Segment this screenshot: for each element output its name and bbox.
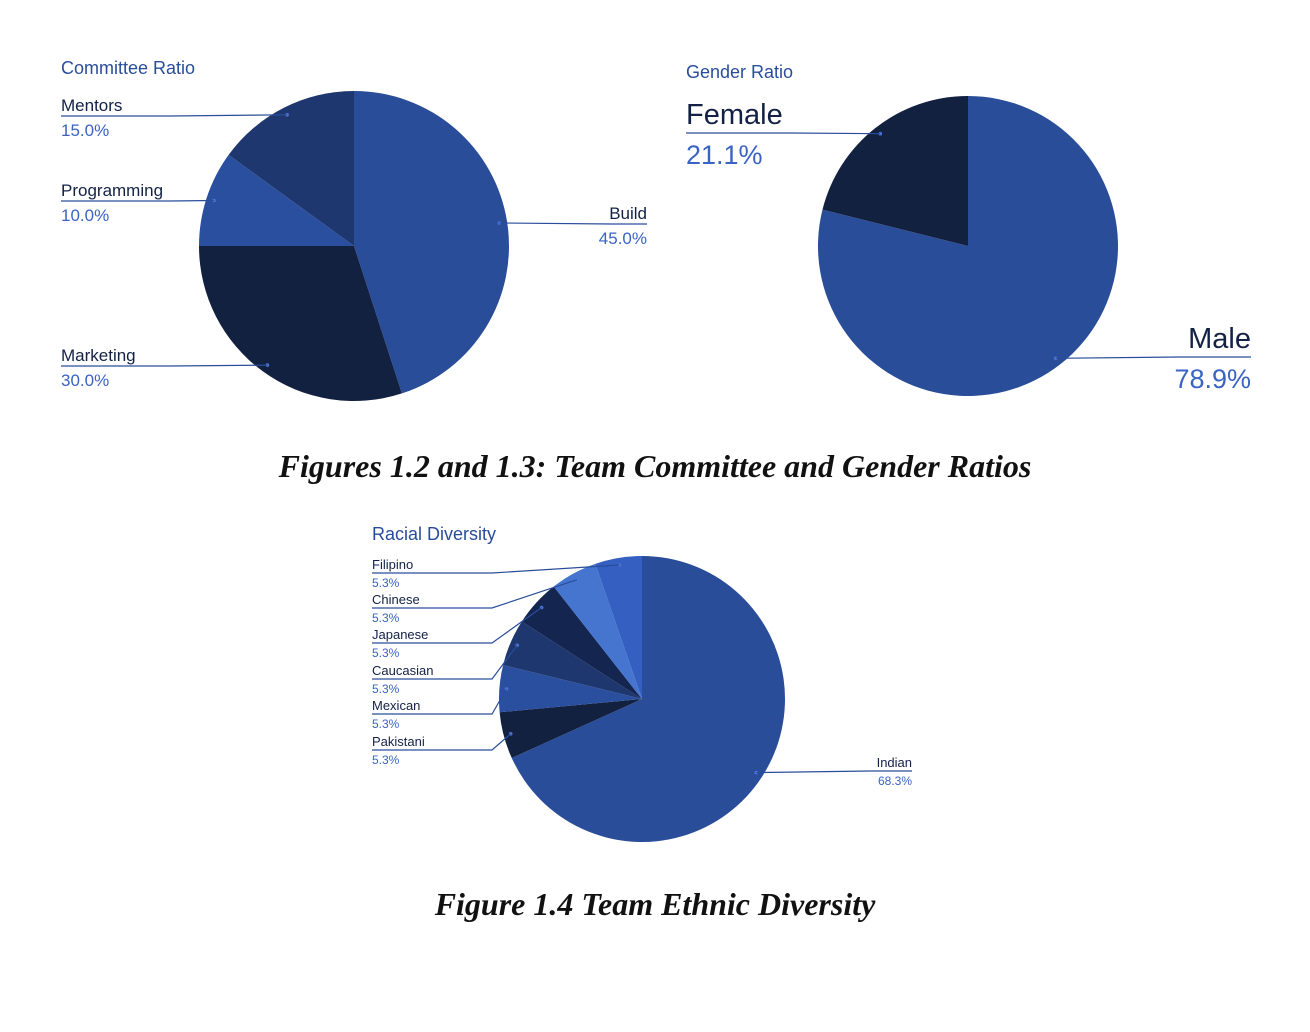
leader-line-mexican (372, 688, 508, 715)
slice-label-build: Build (609, 204, 647, 223)
leader-line-male (1055, 356, 1251, 359)
leader-line-japanese (372, 607, 542, 644)
slice-value-indian: 68.3% (878, 774, 912, 788)
slice-value-pakistani: 5.3% (372, 753, 400, 767)
committee-ratio-title: Committee Ratio (61, 58, 195, 78)
pie-slice-marketing (199, 246, 402, 401)
slice-label-female: Female (686, 99, 783, 131)
slice-value-build: 45.0% (599, 229, 647, 248)
leader-line-female (686, 132, 881, 135)
slice-value-mexican: 5.3% (372, 717, 400, 731)
slice-value-programming: 10.0% (61, 206, 109, 225)
slice-label-mexican: Mexican (372, 698, 420, 713)
pie-slice-pakistani (499, 699, 642, 758)
slice-label-chinese: Chinese (372, 592, 420, 607)
bottom-figure-caption: Figure 1.4 Team Ethnic Diversity (434, 886, 876, 922)
leader-line-filipino (372, 564, 620, 574)
leader-line-caucasian (372, 644, 518, 680)
leader-line-marketing (61, 364, 268, 367)
pie-slice-build (354, 91, 509, 394)
slice-label-indian: Indian (877, 755, 912, 770)
pie-slice-male (817, 96, 1118, 397)
slice-value-male: 78.9% (1174, 364, 1251, 394)
pie-slice-mexican (498, 665, 642, 713)
slice-value-marketing: 30.0% (61, 371, 109, 390)
racial-diversity-chart: Racial Diversity Indian 68.3% Pakistani 5.3%… (372, 524, 912, 842)
slice-label-male: Male (1188, 323, 1251, 355)
slice-value-female: 21.1% (686, 140, 763, 170)
pie-slice-programming (199, 154, 354, 246)
leader-dot-mentors (285, 113, 289, 117)
slice-label-japanese: Japanese (372, 627, 428, 642)
pie-slice-chinese (553, 563, 642, 699)
slice-label-filipino: Filipino (372, 557, 413, 572)
slice-label-caucasian: Caucasian (372, 663, 433, 678)
slice-value-filipino: 5.3% (372, 576, 400, 590)
slice-value-chinese: 5.3% (372, 611, 400, 625)
pie-slice-caucasian (503, 621, 642, 699)
slice-label-pakistani: Pakistani (372, 734, 425, 749)
committee-ratio-chart: Committee Ratio Build 45.0% Marketing 30.0% P… (61, 58, 647, 401)
slice-value-mentors: 15.0% (61, 121, 109, 140)
slice-value-caucasian: 5.3% (372, 682, 400, 696)
leader-line-programming (61, 199, 215, 202)
leader-dot-marketing (265, 363, 270, 367)
slice-label-marketing: Marketing (61, 346, 136, 365)
slice-label-mentors: Mentors (61, 96, 122, 115)
slice-value-japanese: 5.3% (372, 646, 400, 660)
top-figure-caption: Figures 1.2 and 1.3: Team Committee and … (278, 448, 1032, 484)
leader-line-chinese (372, 579, 578, 609)
leader-line-pakistani (372, 733, 512, 751)
slice-label-programming: Programming (61, 181, 163, 200)
pie-slice-female (822, 96, 968, 246)
pie-slice-mentors (228, 91, 354, 246)
leader-line-mentors (61, 114, 288, 117)
pie-slice-japanese (521, 586, 642, 699)
leader-line-build (499, 222, 647, 225)
gender-ratio-title: Gender Ratio (686, 62, 793, 82)
pie-slice-indian (511, 556, 786, 842)
gender-ratio-chart: Gender Ratio Male 78.9% Female 21.1% (686, 62, 1251, 397)
racial-diversity-title: Racial Diversity (372, 524, 496, 544)
leader-line-indian (756, 770, 912, 774)
pie-slice-filipino (595, 556, 642, 699)
